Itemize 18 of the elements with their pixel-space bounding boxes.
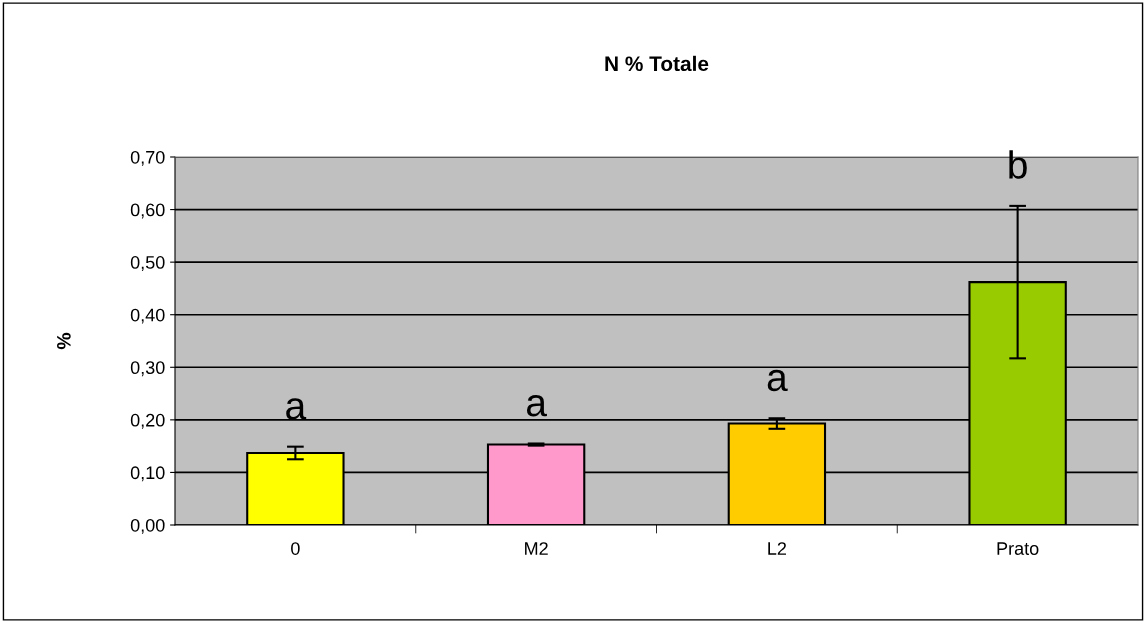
chart-title: N % Totale xyxy=(605,55,709,72)
y-tick-label: 0,30 xyxy=(130,361,165,377)
y-tick-label: 0,70 xyxy=(130,150,165,166)
y-tick-label: 0,40 xyxy=(130,308,165,324)
y-tick-label: 0,60 xyxy=(130,203,165,219)
annotation: b xyxy=(1009,150,1027,179)
annotation: a xyxy=(767,369,788,392)
annotation: a xyxy=(526,395,547,417)
y-axis-title: % xyxy=(57,332,71,350)
x-tick-label: 0 xyxy=(291,542,300,555)
x-tick-label: Prato xyxy=(997,542,1039,555)
annotation: a xyxy=(286,398,307,420)
x-tick-label: L2 xyxy=(768,542,787,555)
y-tick-label: 0,10 xyxy=(130,466,165,482)
y-tick-label: 0,50 xyxy=(130,256,165,271)
y-tick-label: 0,00 xyxy=(130,518,165,534)
x-tick-label: M2 xyxy=(525,542,548,555)
y-tick-label: 0,20 xyxy=(130,413,165,429)
